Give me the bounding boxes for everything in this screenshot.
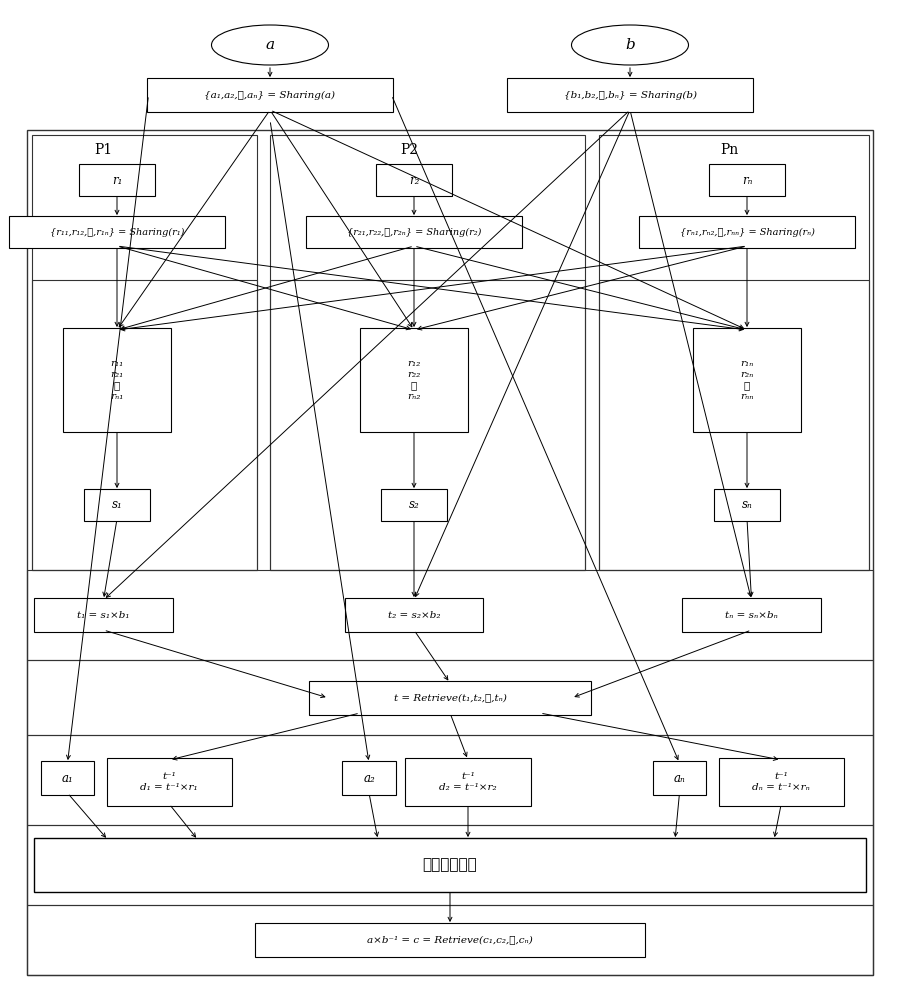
- Text: r₁ₙ
r₂ₙ
⋯
rₙₙ: r₁ₙ r₂ₙ ⋯ rₙₙ: [740, 359, 754, 401]
- Text: a: a: [266, 38, 274, 52]
- FancyBboxPatch shape: [10, 216, 225, 248]
- FancyBboxPatch shape: [639, 216, 854, 248]
- Bar: [27, 905, 873, 975]
- FancyBboxPatch shape: [63, 328, 171, 432]
- FancyBboxPatch shape: [405, 758, 531, 806]
- FancyBboxPatch shape: [106, 758, 232, 806]
- Bar: [27, 660, 873, 735]
- Text: t⁻¹
d₁ = t⁻¹×r₁: t⁻¹ d₁ = t⁻¹×r₁: [140, 772, 198, 792]
- Text: aₙ: aₙ: [673, 772, 686, 784]
- FancyBboxPatch shape: [709, 164, 785, 196]
- FancyBboxPatch shape: [653, 761, 706, 795]
- Text: {b₁,b₂,⋯,bₙ} = Sharing(b): {b₁,b₂,⋯,bₙ} = Sharing(b): [563, 90, 697, 100]
- Text: rₙ: rₙ: [742, 174, 752, 186]
- Text: b: b: [626, 38, 634, 52]
- Text: t⁻¹
dₙ = t⁻¹×rₙ: t⁻¹ dₙ = t⁻¹×rₙ: [752, 772, 810, 792]
- Text: r₁₂
r₂₂
⋯
rₙ₂: r₁₂ r₂₂ ⋯ rₙ₂: [408, 359, 420, 401]
- Text: a×b⁻¹ = c = Retrieve(c₁,c₂,⋯,cₙ): a×b⁻¹ = c = Retrieve(c₁,c₂,⋯,cₙ): [367, 936, 533, 944]
- Text: {rₙ₁,rₙ₂,⋯,rₙₙ} = Sharing(rₙ): {rₙ₁,rₙ₂,⋯,rₙₙ} = Sharing(rₙ): [680, 227, 814, 237]
- FancyBboxPatch shape: [381, 489, 447, 521]
- Ellipse shape: [572, 25, 688, 65]
- Text: P2: P2: [400, 143, 418, 157]
- Text: r₁₁
r₂₁
⋯
rₙ₁: r₁₁ r₂₁ ⋯ rₙ₁: [111, 359, 123, 401]
- Text: P1: P1: [94, 143, 112, 157]
- Bar: [27, 735, 873, 825]
- FancyBboxPatch shape: [342, 761, 395, 795]
- Text: r₁: r₁: [112, 174, 122, 186]
- Bar: [27, 130, 873, 975]
- Text: Pn: Pn: [720, 143, 738, 157]
- Bar: [27, 825, 873, 905]
- Text: {r₁₁,r₁₂,⋯,r₁ₙ} = Sharing(r₁): {r₁₁,r₁₂,⋯,r₁ₙ} = Sharing(r₁): [50, 227, 184, 237]
- FancyBboxPatch shape: [376, 164, 452, 196]
- FancyBboxPatch shape: [84, 489, 150, 521]
- Text: tₙ = sₙ×bₙ: tₙ = sₙ×bₙ: [725, 610, 778, 619]
- FancyBboxPatch shape: [714, 489, 780, 521]
- Text: {a₁,a₂,⋯,aₙ} = Sharing(a): {a₁,a₂,⋯,aₙ} = Sharing(a): [204, 90, 336, 100]
- Text: sₙ: sₙ: [742, 498, 752, 512]
- Bar: [32, 135, 256, 570]
- Text: s₂: s₂: [409, 498, 419, 512]
- Text: a₂: a₂: [363, 772, 375, 784]
- Text: t⁻¹
d₂ = t⁻¹×r₂: t⁻¹ d₂ = t⁻¹×r₂: [439, 772, 497, 792]
- FancyBboxPatch shape: [79, 164, 155, 196]
- Bar: [598, 135, 868, 570]
- Text: t₁ = s₁×b₁: t₁ = s₁×b₁: [77, 610, 130, 619]
- Text: r₂: r₂: [409, 174, 419, 186]
- FancyBboxPatch shape: [718, 758, 844, 806]
- FancyBboxPatch shape: [345, 598, 483, 632]
- Bar: [32, 280, 256, 570]
- Bar: [270, 135, 585, 570]
- Text: t₂ = s₂×b₂: t₂ = s₂×b₂: [388, 610, 440, 619]
- FancyBboxPatch shape: [40, 761, 94, 795]
- Bar: [270, 280, 585, 570]
- FancyBboxPatch shape: [34, 838, 866, 892]
- FancyBboxPatch shape: [507, 78, 753, 112]
- FancyBboxPatch shape: [360, 328, 468, 432]
- Text: {r₂₁,r₂₂,⋯,r₂ₙ} = Sharing(r₂): {r₂₁,r₂₂,⋯,r₂ₙ} = Sharing(r₂): [346, 227, 482, 237]
- Text: a₁: a₁: [61, 772, 74, 784]
- Ellipse shape: [212, 25, 328, 65]
- FancyBboxPatch shape: [306, 216, 522, 248]
- FancyBboxPatch shape: [682, 598, 821, 632]
- FancyBboxPatch shape: [147, 78, 393, 112]
- Bar: [27, 570, 873, 660]
- Text: s₁: s₁: [112, 498, 122, 512]
- FancyBboxPatch shape: [693, 328, 801, 432]
- FancyBboxPatch shape: [34, 598, 173, 632]
- Text: t = Retrieve(t₁,t₂,⋯,tₙ): t = Retrieve(t₁,t₂,⋯,tₙ): [393, 694, 507, 702]
- FancyBboxPatch shape: [309, 681, 591, 715]
- Text: 乘法执行阶段: 乘法执行阶段: [423, 858, 477, 872]
- FancyBboxPatch shape: [255, 923, 645, 957]
- Bar: [598, 280, 868, 570]
